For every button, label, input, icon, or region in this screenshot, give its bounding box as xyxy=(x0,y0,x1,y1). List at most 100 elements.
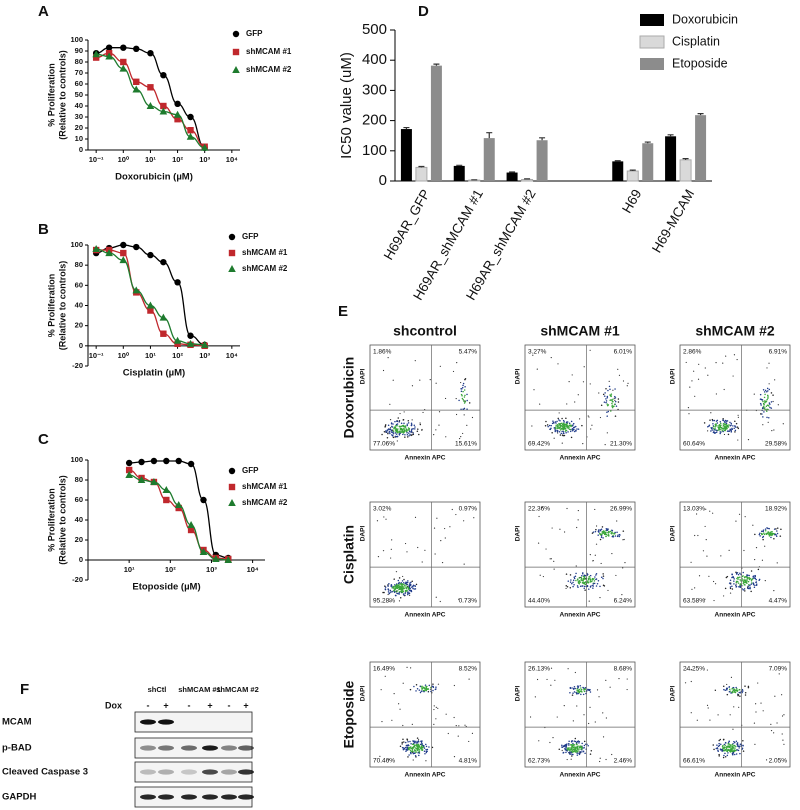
event-dot xyxy=(392,436,395,439)
treatment-sign: + xyxy=(243,700,248,710)
event-dot xyxy=(419,691,422,694)
blot-band xyxy=(158,719,174,725)
event-dot xyxy=(387,591,390,593)
event-dot xyxy=(723,433,726,436)
event-dot xyxy=(729,421,731,424)
event-dot xyxy=(763,411,765,413)
event-dot xyxy=(622,380,625,382)
event-dot xyxy=(556,716,558,718)
bar xyxy=(521,178,534,182)
y-tick-label: -20 xyxy=(72,575,83,584)
event-dot xyxy=(553,437,555,439)
event-dot xyxy=(389,428,392,431)
event-dot xyxy=(757,568,760,571)
marker xyxy=(187,332,194,339)
event-dot xyxy=(722,430,724,433)
event-dot xyxy=(605,758,607,761)
event-dot xyxy=(403,428,405,430)
event-dot xyxy=(403,429,406,432)
y-tick-label: 0 xyxy=(379,172,387,189)
event-dot xyxy=(725,422,728,424)
event-dot xyxy=(583,583,586,585)
event-dot xyxy=(557,432,559,434)
event-dot xyxy=(718,424,720,427)
event-dot xyxy=(397,584,400,586)
event-dot xyxy=(391,585,393,587)
event-dot xyxy=(396,425,398,427)
event-dot xyxy=(583,746,585,749)
marker xyxy=(186,132,195,140)
event-dot xyxy=(567,668,569,670)
event-dot xyxy=(734,749,737,752)
event-dot xyxy=(399,428,402,430)
event-dot xyxy=(571,753,574,756)
event-dot xyxy=(729,714,731,716)
event-dot xyxy=(597,580,600,582)
event-dot xyxy=(565,751,567,754)
error-bar xyxy=(629,169,636,172)
event-dot xyxy=(602,393,605,396)
event-dot xyxy=(605,387,607,390)
event-dot xyxy=(411,428,413,430)
plot-frame xyxy=(369,661,481,768)
event-dot xyxy=(618,677,620,680)
event-dot xyxy=(622,567,624,569)
event-dot xyxy=(463,402,466,404)
event-dot xyxy=(444,537,446,539)
marker xyxy=(224,556,233,563)
event-dot xyxy=(407,420,410,422)
column-label: shMCAM #2 xyxy=(695,323,775,339)
event-dot xyxy=(611,404,613,407)
event-dot xyxy=(735,586,737,588)
event-dot xyxy=(558,412,560,414)
event-dot xyxy=(390,583,393,586)
x-tick-label: 10⁴ xyxy=(226,351,238,360)
y-tick-label: 50 xyxy=(75,90,83,99)
event-dot xyxy=(614,399,616,401)
event-dot xyxy=(539,403,541,405)
event-dot xyxy=(433,434,435,436)
event-dot xyxy=(764,529,767,532)
event-dot xyxy=(570,753,572,755)
event-dot xyxy=(377,556,380,558)
event-dot xyxy=(573,430,576,433)
event-dot xyxy=(398,433,400,435)
event-dot xyxy=(568,748,570,750)
bar xyxy=(665,136,677,181)
treatment-label: Dox xyxy=(105,700,122,710)
event-dot xyxy=(455,413,458,416)
event-dot xyxy=(717,749,719,751)
event-dot xyxy=(730,422,733,425)
treatment-sign: - xyxy=(147,700,150,710)
event-dot xyxy=(432,686,435,689)
event-dot xyxy=(574,671,576,674)
curve xyxy=(96,248,205,346)
event-dot xyxy=(591,577,594,580)
legend-swatch xyxy=(639,35,665,49)
event-dot xyxy=(704,367,706,369)
event-dot xyxy=(461,386,464,389)
event-dot xyxy=(565,747,567,749)
event-dot xyxy=(570,579,572,581)
event-dot xyxy=(685,361,687,364)
event-dot xyxy=(412,759,414,761)
event-dot xyxy=(398,600,401,602)
event-dot xyxy=(453,756,456,758)
event-dot xyxy=(731,585,733,587)
event-dot xyxy=(574,687,576,690)
event-dot xyxy=(600,536,603,538)
event-dot xyxy=(773,538,775,540)
x-axis-label: Annexin APC xyxy=(405,612,446,619)
event-dot xyxy=(561,749,563,752)
event-dot xyxy=(582,581,584,583)
event-dot xyxy=(463,563,465,565)
y-axis-label: (Relative to controls) xyxy=(57,261,67,351)
event-dot xyxy=(452,370,455,373)
event-dot xyxy=(580,751,582,753)
event-dot xyxy=(766,532,768,535)
event-dot xyxy=(610,532,613,535)
y-tick-label: 60 xyxy=(75,280,83,289)
event-dot xyxy=(403,411,405,413)
event-dot xyxy=(568,740,570,742)
event-dot xyxy=(728,430,730,432)
